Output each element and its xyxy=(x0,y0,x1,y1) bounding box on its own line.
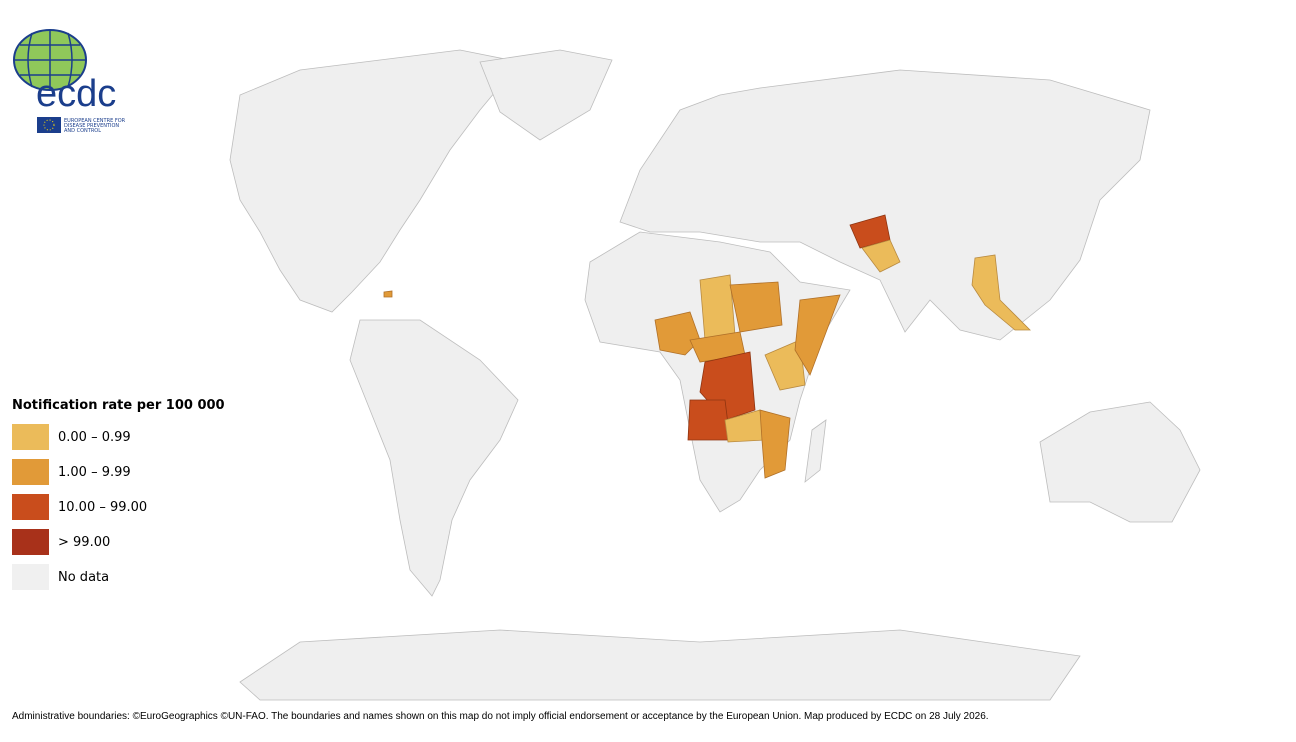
legend-title: Notification rate per 100 000 xyxy=(12,398,225,413)
antarctica xyxy=(239,629,1081,701)
legend-label: > 99.00 xyxy=(58,535,110,550)
greenland xyxy=(479,49,613,141)
logo-subtitle: DISEASE PREVENTION xyxy=(64,123,119,129)
legend-label: 0.00 – 0.99 xyxy=(58,430,131,445)
legend-swatch xyxy=(12,564,49,590)
somalia xyxy=(794,294,841,376)
legend-swatch xyxy=(12,529,49,555)
legend: Notification rate per 100 000 0.00 – 0.9… xyxy=(12,398,225,590)
south-america xyxy=(349,319,519,597)
madagascar xyxy=(804,419,827,483)
legend-swatch xyxy=(12,459,49,485)
legend-swatch xyxy=(12,494,49,520)
myanmar xyxy=(971,254,1031,331)
north-america xyxy=(229,49,521,313)
legend-label: 10.00 – 99.00 xyxy=(58,500,147,515)
eu-flag xyxy=(37,117,61,133)
footer: Administrative boundaries: ©EuroGeograph… xyxy=(12,711,989,722)
logo-name: ecdc xyxy=(36,73,116,115)
sudan xyxy=(729,281,783,333)
australia xyxy=(1039,401,1201,523)
haiti xyxy=(383,290,393,298)
pakistan xyxy=(861,239,901,273)
world-map xyxy=(229,49,1201,701)
east-africa xyxy=(764,339,806,391)
tanzania xyxy=(759,409,791,479)
eurasia xyxy=(619,69,1151,341)
legend-label: 1.00 – 9.99 xyxy=(58,465,131,480)
eu-stars xyxy=(43,119,55,131)
logo-grid xyxy=(14,30,86,90)
angola xyxy=(687,399,731,441)
legend-label: No data xyxy=(58,570,109,585)
logo-subtitle: AND CONTROL xyxy=(64,128,101,134)
legend-swatch xyxy=(12,424,49,450)
logo-subtitle: EUROPEAN CENTRE FOR xyxy=(64,118,126,124)
nigeria xyxy=(654,311,701,356)
